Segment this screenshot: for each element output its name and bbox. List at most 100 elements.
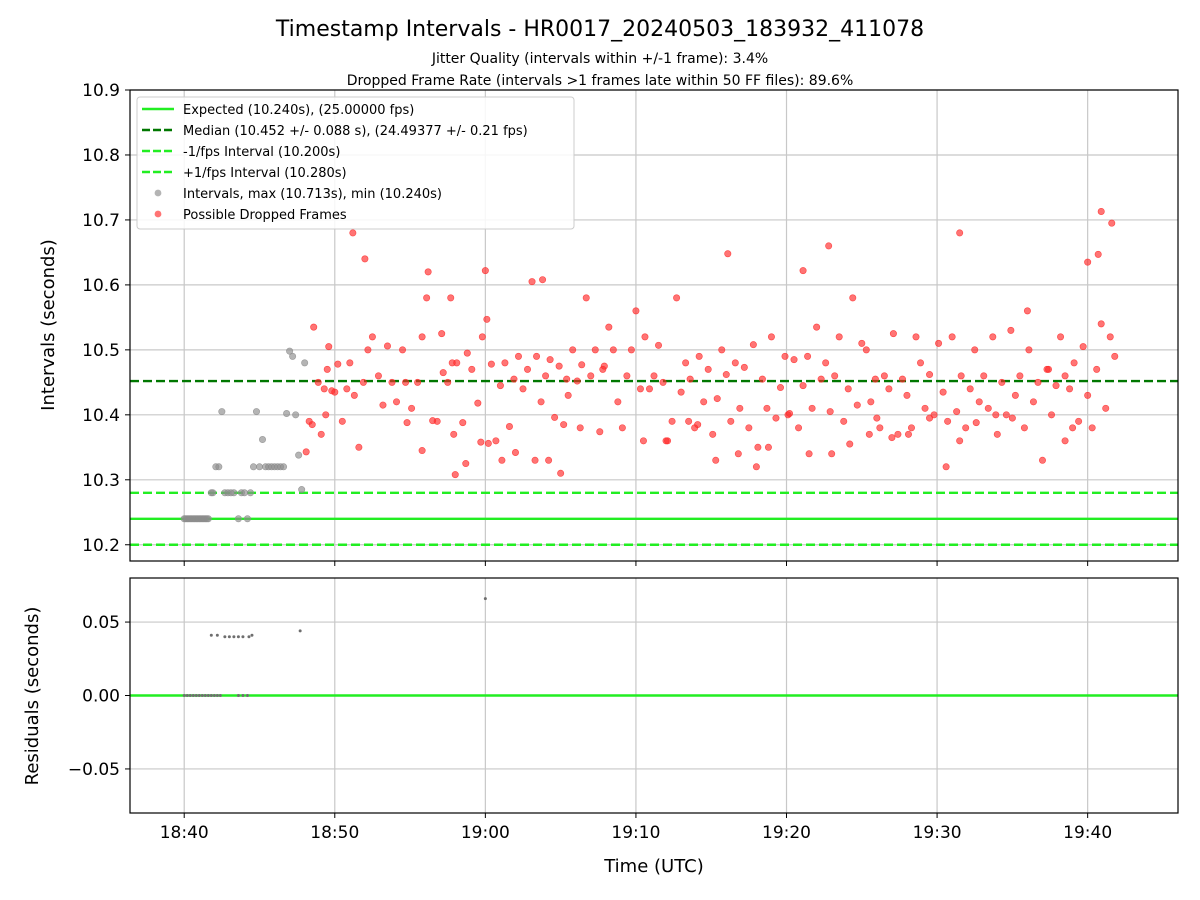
residual-point	[188, 694, 192, 697]
dropped-frame-point	[962, 424, 970, 432]
dropped-frame-point	[817, 375, 825, 383]
dropped-frame-point	[903, 391, 911, 399]
dropped-frame-point	[496, 382, 504, 390]
dropped-frame-point	[450, 430, 458, 438]
intervals-y-tick-label: 10.6	[82, 276, 120, 296]
dropped-frame-point	[813, 323, 821, 331]
dropped-frame-point	[749, 341, 757, 349]
dropped-frame-point	[989, 333, 997, 341]
dropped-frame-point	[393, 398, 401, 406]
interval-point	[252, 408, 260, 416]
residual-point	[245, 694, 249, 697]
dropped-frame-point	[627, 346, 635, 354]
chart-legend: Expected (10.240s), (25.00000 fps) Median…	[136, 96, 575, 230]
dropped-frame-point	[447, 294, 455, 302]
dropped-frame-point	[591, 346, 599, 354]
interval-point	[218, 408, 226, 416]
interval-point	[243, 515, 251, 523]
dropped-frame-point	[349, 229, 357, 237]
legend-swatch-dropped-frame-point	[154, 210, 162, 218]
interval-point	[209, 489, 217, 497]
dropped-frame-point	[545, 456, 553, 464]
residual-point	[212, 694, 216, 697]
dropped-frame-point	[498, 456, 506, 464]
dropped-frame-point	[1016, 372, 1024, 380]
dropped-frame-point	[596, 428, 604, 436]
x-axis-label: Time (UTC)	[603, 856, 704, 877]
dropped-frame-point	[808, 404, 816, 412]
dropped-frame-point	[539, 276, 547, 284]
dropped-frame-point	[1029, 398, 1037, 406]
intervals-y-tick-label: 10.8	[82, 146, 120, 166]
dropped-frame-point	[408, 404, 416, 412]
chart-title: Timestamp Intervals - HR0017_20240503_18…	[275, 17, 924, 42]
dropped-frame-point	[700, 398, 708, 406]
residual-point	[203, 694, 207, 697]
residual-point	[483, 597, 487, 601]
dropped-frame-point	[1079, 343, 1087, 351]
residual-point	[191, 694, 195, 697]
dropped-frame-point	[980, 372, 988, 380]
dropped-frame-point	[984, 404, 992, 412]
legend-swatch-interval-point	[154, 189, 162, 197]
dropped-frame-point	[474, 399, 482, 407]
dropped-frame-point	[677, 388, 685, 396]
dropped-frame-point	[888, 434, 896, 442]
intervals-y-tick-label: 10.9	[82, 81, 120, 101]
legend-box	[136, 96, 575, 230]
dropped-frame-point	[555, 362, 563, 370]
dropped-frame-point	[724, 250, 732, 258]
dropped-frame-point	[1108, 219, 1116, 227]
dropped-frame-point	[1069, 424, 1077, 432]
residual-point	[215, 694, 219, 697]
dropped-frame-point	[632, 307, 640, 315]
dropped-frame-point	[889, 330, 897, 338]
dropped-frame-point	[1034, 378, 1042, 386]
legend-label-dropped-frame-point: Possible Dropped Frames	[183, 208, 347, 223]
dropped-frame-point	[1093, 365, 1101, 373]
dropped-frame-point	[912, 333, 920, 341]
dropped-frame-point	[1111, 352, 1119, 360]
dropped-frame-point	[1061, 372, 1069, 380]
interval-point	[298, 486, 306, 494]
intervals-y-tick-label: 10.4	[82, 406, 120, 426]
dropped-frame-point	[346, 359, 354, 367]
dropped-frame-point	[1057, 333, 1065, 341]
interval-point	[204, 515, 212, 523]
dropped-frame-point	[865, 430, 873, 438]
dropped-frame-point	[542, 372, 550, 380]
dropped-frame-point	[505, 423, 513, 431]
dropped-frame-point	[1106, 333, 1114, 341]
dropped-frame-point	[533, 352, 541, 360]
dropped-frame-point	[510, 375, 518, 383]
dropped-frame-point	[639, 437, 647, 445]
interval-point	[280, 463, 288, 471]
residuals-plot-frame	[129, 577, 1179, 814]
chart-subtitle-jitter: Jitter Quality (intervals within +/-1 fr…	[431, 51, 768, 67]
residual-point	[298, 629, 302, 633]
dropped-frame-point	[858, 339, 866, 347]
x-tick-label: 19:00	[461, 823, 510, 843]
residual-point	[209, 694, 213, 697]
residual-point	[185, 694, 189, 697]
dropped-frame-point	[804, 352, 812, 360]
residual-point	[182, 694, 186, 697]
dropped-frame-point	[462, 460, 470, 468]
dropped-frame-point	[418, 447, 426, 455]
dropped-frame-point	[519, 385, 527, 393]
dropped-frame-point	[926, 371, 934, 379]
dropped-frame-point	[1097, 320, 1105, 328]
dropped-frame-point	[998, 378, 1006, 386]
dropped-frame-point	[1088, 424, 1096, 432]
x-tick-label: 19:10	[611, 823, 660, 843]
dropped-frame-point	[481, 267, 489, 275]
dropped-frame-point	[1048, 411, 1056, 419]
dropped-frame-point	[484, 439, 492, 447]
residual-point	[247, 635, 251, 639]
dropped-frame-point	[736, 404, 744, 412]
dropped-frame-point	[444, 378, 452, 386]
dropped-frame-point	[1102, 404, 1110, 412]
dropped-frame-point	[745, 424, 753, 432]
dropped-frame-point	[1007, 326, 1015, 334]
dropped-frame-point	[709, 430, 717, 438]
